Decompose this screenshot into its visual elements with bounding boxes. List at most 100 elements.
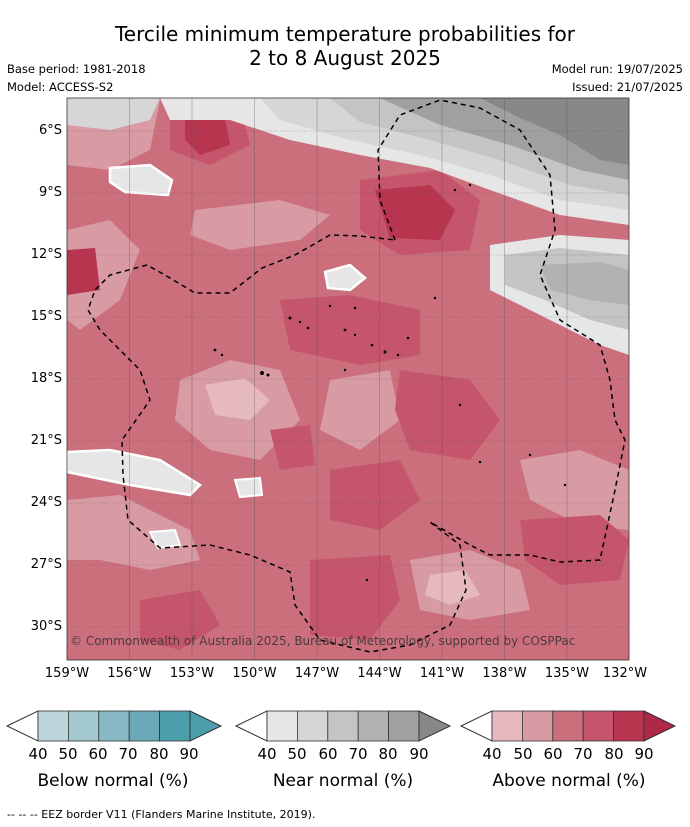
colorbar-near-swatch — [266, 710, 298, 742]
cb-tick: 50 — [287, 745, 307, 763]
patch-above-50 — [320, 370, 400, 450]
cb-tick: 70 — [118, 745, 138, 763]
region-near-40 — [148, 528, 182, 550]
lat-label: 6°S — [38, 123, 62, 138]
patch-above-70 — [310, 555, 400, 640]
base-period: Base period: 1981-2018 — [7, 62, 146, 76]
cb-tick: 70 — [348, 745, 368, 763]
colorbar-near-swatch — [357, 710, 390, 742]
cb-tick: 90 — [179, 745, 199, 763]
colorbar-near-high-arrow — [418, 710, 452, 742]
patch-above-80 — [375, 185, 455, 240]
cb-tick: 40 — [28, 745, 48, 763]
map-fields — [67, 98, 629, 660]
patch-above-40 — [205, 378, 270, 420]
colorbar-above-swatch — [552, 710, 584, 742]
islands — [213, 183, 567, 582]
lon-label: 153°W — [169, 666, 215, 681]
colorbar-below-low-arrow — [5, 710, 39, 742]
colorbar-above-high-arrow — [643, 710, 677, 742]
cb-tick: 80 — [604, 745, 624, 763]
patch-above-70 — [280, 295, 420, 365]
patch-above-70 — [140, 590, 220, 650]
region-near-40 — [108, 163, 174, 197]
colorbar-title-above: Above normal (%) — [492, 771, 646, 791]
colorbar-title-near: Near normal (%) — [272, 771, 414, 791]
lon-label: 138°W — [482, 666, 527, 681]
colorbar-below-swatch — [37, 710, 69, 742]
eez-footnote: -- -- -- EEZ border V11 (Flanders Marine… — [7, 808, 316, 821]
lon-label: 135°W — [544, 666, 590, 681]
patch-above-70 — [520, 515, 629, 585]
map-frame — [66, 97, 630, 661]
copyright-notice: © Commonwealth of Australia 2025, Bureau… — [70, 634, 576, 648]
patch-above-80 — [185, 118, 230, 155]
colorbar-above-low-arrow — [459, 710, 493, 742]
colorbar-above-swatch — [522, 710, 554, 742]
patch-above-70 — [270, 425, 315, 470]
model-run: Model run: 19/07/2025 — [551, 62, 683, 76]
eez-borders — [87, 99, 626, 653]
cb-tick: 90 — [634, 745, 654, 763]
cb-tick: 80 — [378, 745, 398, 763]
patch-above-40 — [425, 570, 480, 605]
colorbar-near-swatch — [327, 710, 359, 742]
patch-above-50 — [67, 220, 140, 330]
patch-above-50 — [67, 495, 200, 570]
lat-label: 24°S — [30, 495, 62, 510]
cb-tick: 70 — [573, 745, 593, 763]
region-near-40 — [233, 476, 264, 499]
lon-label: 132°W — [602, 666, 648, 681]
cb-tick: 60 — [318, 745, 338, 763]
region-near-50 — [67, 98, 160, 130]
region-near-90 — [480, 98, 629, 165]
cb-tick: 40 — [482, 745, 502, 763]
colorbar-above-swatch — [491, 710, 523, 742]
colorbar-title-below: Below normal (%) — [37, 771, 189, 791]
lon-label: 144°W — [357, 666, 402, 681]
lat-label: 21°S — [30, 433, 62, 448]
colorbar-below-swatch — [128, 710, 160, 742]
patch-above-50 — [520, 450, 629, 530]
colorbar-above-swatch — [613, 710, 645, 742]
lon-label: 150°W — [232, 666, 277, 681]
lat-label: 9°S — [38, 185, 62, 200]
patch-above-80 — [67, 248, 100, 295]
patch-above-70 — [330, 460, 420, 530]
cb-tick: 60 — [88, 745, 108, 763]
colorbar-below-swatch — [159, 710, 191, 742]
colorbar-above-swatch — [582, 710, 615, 742]
model-name: Model: ACCESS-S2 — [7, 80, 114, 94]
colorbar-below-swatch — [98, 710, 130, 742]
lon-label: 141°W — [419, 666, 465, 681]
lat-label: 18°S — [30, 371, 62, 386]
cb-tick: 50 — [513, 745, 533, 763]
cb-tick: 50 — [58, 745, 78, 763]
region-near-40 — [67, 448, 202, 497]
colorbar-near-swatch — [296, 710, 329, 742]
lon-label: 156°W — [107, 666, 152, 681]
lat-label: 27°S — [30, 557, 62, 572]
colorbars — [5, 710, 677, 742]
meta-right: Model run: 19/07/2025 Issued: 21/07/2025 — [552, 60, 683, 96]
graticule — [67, 98, 629, 660]
issued-date: Issued: 21/07/2025 — [572, 80, 683, 94]
cb-tick: 40 — [257, 745, 277, 763]
colorbar-near-low-arrow — [234, 710, 268, 742]
title-line-2: 2 to 8 August 2025 — [249, 46, 441, 70]
map-title: Tercile minimum temperature probabilitie… — [0, 22, 690, 70]
cb-tick: 60 — [543, 745, 563, 763]
lat-label: 15°S — [30, 309, 62, 324]
colorbar-below-high-arrow — [189, 710, 223, 742]
region-near-70 — [540, 262, 629, 305]
cb-tick: 80 — [149, 745, 169, 763]
lat-label: 12°S — [30, 247, 62, 262]
patch-above-50 — [190, 200, 330, 250]
cb-tick: 90 — [409, 745, 429, 763]
region-near-40 — [323, 263, 367, 292]
colorbar-near-swatch — [388, 710, 420, 742]
lon-label: 147°W — [294, 666, 340, 681]
lon-label: 159°W — [44, 666, 90, 681]
colorbar-below-swatch — [68, 710, 100, 742]
